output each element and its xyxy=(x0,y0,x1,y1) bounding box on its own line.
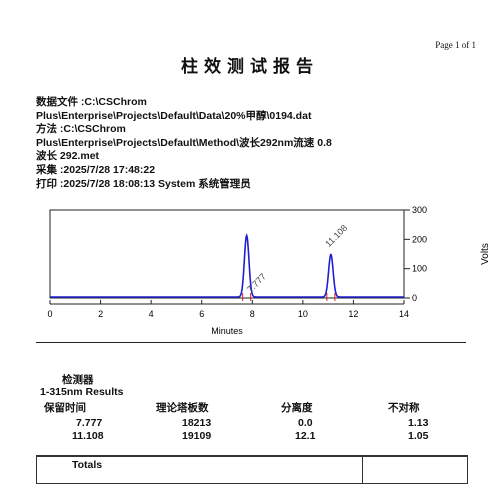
x-tick-label: 0 xyxy=(47,309,52,319)
x-tick-label: 8 xyxy=(250,309,255,319)
row1-resolution: 0.0 xyxy=(298,417,313,429)
y-axis-label: Volts xyxy=(480,243,491,265)
row2-plates: 19109 xyxy=(182,430,212,442)
chromatogram-trace xyxy=(50,233,404,298)
peak-label: 11.108 xyxy=(323,223,349,249)
wavelength-line: 波长 292.met xyxy=(36,150,100,163)
row1-rt: 7.777 xyxy=(76,417,103,429)
row2-resolution: 12.1 xyxy=(295,430,316,442)
y-tick-label: 300 xyxy=(412,205,427,215)
section-divider xyxy=(36,342,466,343)
x-axis-label: Minutes xyxy=(211,326,243,336)
col-resolution: 分离度 xyxy=(281,402,313,414)
data-file-path: Plus\Enterprise\Projects\Default\Data\20… xyxy=(36,109,312,122)
results-subtitle: 1-315nm Results xyxy=(40,386,124,398)
row2-rt: 11.108 xyxy=(72,430,104,442)
plot-frame xyxy=(49,209,405,299)
acquisition-time: 采集 :2025/7/28 17:48:22 xyxy=(36,163,156,176)
y-tick-label: 200 xyxy=(412,234,427,244)
col-retention-time: 保留时间 xyxy=(44,402,86,414)
row1-plates: 18213 xyxy=(182,417,212,429)
method-path: Plus\Enterprise\Projects\Default\Method\… xyxy=(36,136,332,149)
col-theoretical-plates: 理论塔板数 xyxy=(156,402,209,414)
y-tick-label: 100 xyxy=(412,264,427,274)
method-line: 方法 :C:\CSChrom xyxy=(36,123,126,136)
y-tick-label: 0 xyxy=(412,293,417,303)
chromatogram-chart: 0 2 4 6 8 10 12 14 Minutes 0 100 200 300 Volts 7.777 11… xyxy=(47,205,491,336)
x-tick-label: 4 xyxy=(149,309,154,319)
detector-label: 检测器 xyxy=(62,374,94,386)
x-tick-label: 10 xyxy=(298,309,308,319)
row2-asymmetry: 1.05 xyxy=(408,430,429,442)
report-title: 柱效测试报告 xyxy=(181,57,319,77)
col-asymmetry: 不对称 xyxy=(388,402,420,414)
totals-row xyxy=(36,455,468,484)
row1-asymmetry: 1.13 xyxy=(408,417,429,429)
x-tick-label: 6 xyxy=(199,309,204,319)
totals-divider xyxy=(362,456,363,483)
peak-label: 7.777 xyxy=(245,271,268,294)
x-tick-label: 14 xyxy=(399,309,409,319)
x-tick-label: 2 xyxy=(98,309,103,319)
print-time: 打印 :2025/7/28 18:08:13 System 系统管理员 xyxy=(36,177,251,190)
x-tick-label: 12 xyxy=(348,309,358,319)
data-file-line: 数据文件 :C:\CSChrom xyxy=(36,96,147,108)
page-number: Page 1 of 1 xyxy=(435,40,476,50)
totals-label: Totals xyxy=(72,459,103,471)
report-header: 数据文件 :C:\CSChrom Plus\Enterprise\Project… xyxy=(36,96,476,191)
